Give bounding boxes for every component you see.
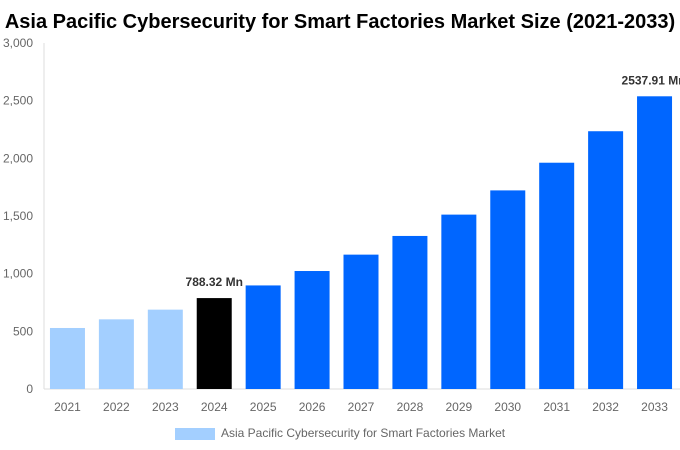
bar-2023[interactable] [147,309,183,389]
bar-2026[interactable] [294,271,330,389]
bar-2032[interactable] [588,131,624,390]
x-tick-label: 2033 [641,400,668,414]
y-tick-label: 1,000 [3,267,33,281]
y-tick-label: 3,000 [3,36,33,50]
x-tick-label: 2026 [299,400,326,414]
x-tick-label: 2031 [543,400,570,414]
x-tick-label: 2030 [494,400,521,414]
bars [49,96,673,390]
bar-2028[interactable] [392,235,428,389]
x-tick-label: 2024 [201,400,228,414]
x-tick-label: 2023 [152,400,179,414]
data-labels: 788.32 Mn 2537.91 Mn [186,73,680,289]
bar-2022[interactable] [98,319,134,389]
x-tick-label: 2022 [103,400,130,414]
x-axis: 2021 2022 2023 2024 2025 2026 2027 2028 2029 2030… [54,400,668,414]
y-tick-label: 2,000 [3,151,33,165]
data-label-2024: 788.32 Mn [186,275,243,289]
bar-2033[interactable] [637,96,673,390]
bar-2027[interactable] [343,254,379,389]
bar-2031[interactable] [539,162,575,389]
chart-title: Asia Pacific Cybersecurity for Smart Fac… [5,11,675,33]
bar-2025[interactable] [245,285,281,389]
data-label-2033: 2537.91 Mn [622,73,680,87]
x-tick-label: 2032 [592,400,619,414]
bar-2030[interactable] [490,190,526,389]
legend-label: Asia Pacific Cybersecurity for Smart Fac… [221,426,506,440]
y-tick-label: 2,500 [3,94,33,108]
bar-2029[interactable] [441,214,477,389]
legend-swatch [175,428,215,440]
y-tick-label: 0 [26,382,33,396]
x-tick-label: 2025 [250,400,277,414]
x-tick-label: 2028 [397,400,424,414]
legend[interactable]: Asia Pacific Cybersecurity for Smart Fac… [175,426,506,440]
y-tick-label: 1,500 [3,209,33,223]
bar-2021[interactable] [49,327,85,389]
x-tick-label: 2029 [445,400,472,414]
x-tick-label: 2027 [348,400,375,414]
y-tick-label: 500 [13,324,33,338]
x-tick-label: 2021 [54,400,81,414]
bar-2024[interactable] [196,298,232,389]
